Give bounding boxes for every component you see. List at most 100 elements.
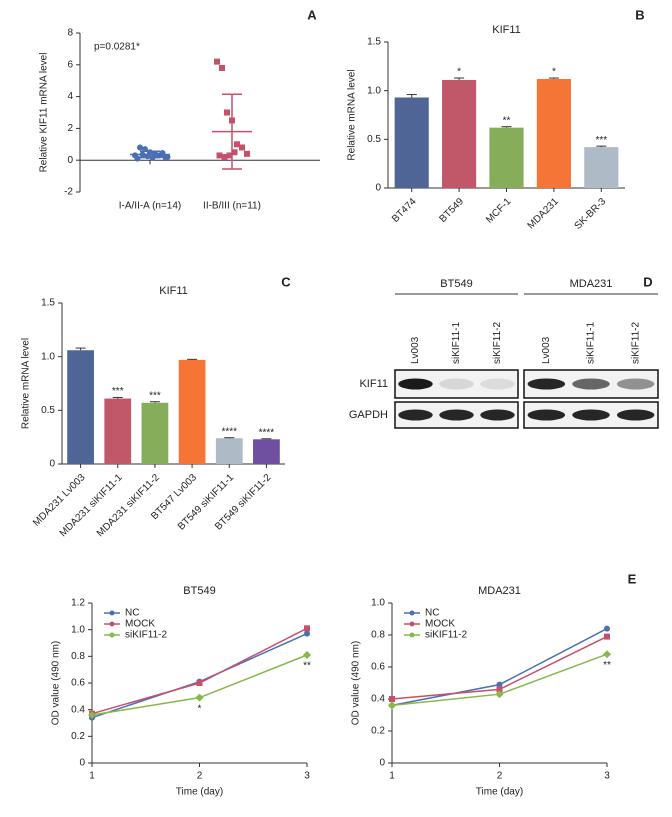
significance: **** bbox=[221, 426, 237, 437]
panel-label: E bbox=[628, 571, 637, 586]
legend-label: NC bbox=[125, 608, 139, 619]
y-tick-label: 1.0 bbox=[367, 85, 381, 96]
y-tick-label: 0 bbox=[67, 155, 73, 166]
y-tick-label: 1.0 bbox=[371, 598, 385, 609]
lane-label: siKIF11-1 bbox=[586, 322, 597, 364]
y-tick-label: 0 bbox=[79, 758, 85, 769]
marker bbox=[604, 633, 610, 640]
x-tick-label: MDA231 siKIF11-1 bbox=[58, 472, 125, 539]
bar bbox=[253, 439, 280, 464]
y-tick-label: 1.0 bbox=[71, 624, 85, 635]
x-tick-label: 3 bbox=[304, 771, 310, 782]
significance: ** bbox=[603, 660, 611, 671]
y-axis-label: Relative mRNA level bbox=[21, 338, 32, 429]
bar bbox=[442, 79, 477, 188]
y-tick-label: 1.5 bbox=[367, 37, 381, 48]
significance: * bbox=[457, 67, 461, 78]
row-label: GAPDH bbox=[349, 409, 388, 421]
marker bbox=[496, 681, 503, 688]
x-tick-label: BT549 bbox=[437, 196, 466, 225]
x-axis-label: Time (day) bbox=[476, 787, 523, 798]
bar bbox=[536, 78, 571, 188]
significance: * bbox=[198, 703, 202, 714]
y-tick-label: 1.5 bbox=[41, 298, 55, 309]
annotation: p=0.0281* bbox=[94, 42, 140, 53]
y-tick-label: 0.4 bbox=[371, 694, 385, 705]
marker bbox=[495, 690, 504, 699]
y-axis-label: Relative mRNA level bbox=[347, 69, 358, 160]
significance: * bbox=[552, 67, 556, 78]
bar bbox=[141, 402, 169, 464]
y-tick-label: 0 bbox=[49, 459, 55, 470]
y-tick-label: 0.8 bbox=[71, 651, 85, 662]
y-tick-label: 0.6 bbox=[371, 662, 385, 673]
x-tick-label: MDA231 siKIF11-2 bbox=[95, 472, 162, 539]
data-point bbox=[221, 154, 228, 161]
x-tick-label: 2 bbox=[197, 771, 203, 782]
legend-marker bbox=[109, 621, 115, 627]
panel-label: B bbox=[635, 7, 644, 22]
band bbox=[572, 378, 610, 390]
group-label: MDA231 bbox=[570, 278, 613, 290]
data-point bbox=[216, 152, 223, 159]
y-axis-label: OD value (490 nm) bbox=[351, 641, 362, 725]
x-tick-label: 2 bbox=[497, 771, 503, 782]
data-point bbox=[234, 141, 240, 148]
legend-label: siKIF11-2 bbox=[125, 630, 167, 641]
y-tick-label: -2 bbox=[64, 187, 73, 198]
significance: ** bbox=[303, 661, 311, 672]
y-tick-label: 8 bbox=[67, 28, 73, 39]
data-point bbox=[244, 150, 250, 157]
x-axis-label: Time (day) bbox=[176, 787, 223, 798]
lane-label: siKIF11-2 bbox=[492, 322, 503, 364]
marker bbox=[496, 686, 503, 693]
band bbox=[527, 378, 566, 390]
data-point bbox=[224, 109, 230, 116]
bar bbox=[178, 359, 206, 464]
y-tick-label: 0.2 bbox=[371, 726, 385, 737]
marker bbox=[389, 696, 395, 702]
band bbox=[439, 378, 474, 390]
y-tick-label: 1.0 bbox=[41, 351, 55, 362]
y-tick-label: 6 bbox=[67, 59, 73, 70]
legend-label: NC bbox=[425, 608, 439, 619]
data-point bbox=[219, 64, 225, 71]
band bbox=[480, 378, 515, 390]
band bbox=[398, 378, 433, 390]
x-tick-label: SK-BR-3 bbox=[573, 196, 609, 232]
y-axis-label: OD value (490 nm) bbox=[51, 641, 62, 725]
y-tick-label: 0 bbox=[379, 758, 385, 769]
band bbox=[527, 409, 566, 421]
marker bbox=[304, 630, 310, 637]
marker bbox=[304, 625, 310, 632]
data-point bbox=[226, 152, 233, 159]
legend-marker bbox=[109, 632, 115, 638]
chart-title: KIF11 bbox=[159, 285, 188, 297]
group-label: BT549 bbox=[440, 278, 472, 290]
data-point bbox=[134, 155, 141, 162]
marker bbox=[603, 650, 611, 659]
lane-label: Lv003 bbox=[410, 336, 421, 364]
data-point bbox=[239, 144, 245, 151]
significance: *** bbox=[112, 386, 124, 397]
lane-label: Lv003 bbox=[541, 336, 552, 364]
y-tick-label: 2 bbox=[67, 123, 73, 134]
x-tick-label: MDA231 bbox=[526, 196, 562, 232]
lane-label: siKIF11-2 bbox=[630, 322, 641, 364]
y-tick-label: 0.5 bbox=[367, 134, 381, 145]
legend-label: MOCK bbox=[125, 619, 155, 630]
marker bbox=[195, 693, 204, 702]
panel-label: A bbox=[307, 7, 317, 22]
chart-title: KIF11 bbox=[492, 24, 521, 36]
bar bbox=[584, 147, 619, 188]
bar bbox=[489, 127, 524, 188]
x-tick-label: 1 bbox=[389, 771, 395, 782]
significance: **** bbox=[259, 427, 275, 438]
y-tick-label: 0 bbox=[375, 183, 381, 194]
row-label: KIF11 bbox=[359, 378, 388, 390]
y-tick-label: 0.5 bbox=[41, 405, 55, 416]
significance: *** bbox=[595, 135, 607, 146]
y-tick-label: 0.6 bbox=[71, 678, 85, 689]
legend-marker bbox=[109, 610, 115, 616]
